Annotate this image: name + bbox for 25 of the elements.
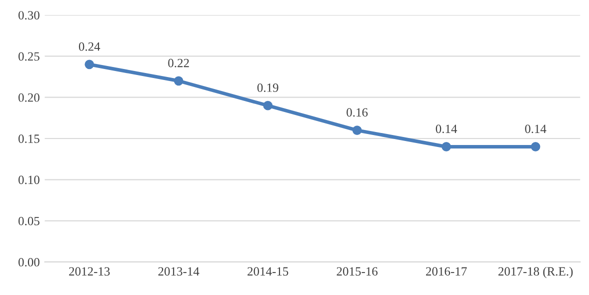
- y-tick-label: 0.25: [18, 52, 40, 61]
- x-tick-label: 2014-15: [248, 267, 288, 276]
- data-label: 0.22: [168, 58, 189, 68]
- x-tick-label: 2016-17: [426, 267, 467, 276]
- y-tick-label: 0.05: [18, 216, 40, 226]
- point: [442, 142, 451, 152]
- data-label: 0.16: [346, 108, 368, 117]
- data-label: 0.14: [436, 124, 458, 134]
- point: [84, 60, 94, 70]
- y-tick-label: 0.10: [18, 176, 40, 184]
- x-tick-label: 2013-14: [158, 267, 200, 276]
- point: [530, 142, 540, 152]
- y-tick-label: 0.20: [18, 93, 40, 102]
- data-label: 0.19: [257, 83, 278, 92]
- data-label: 0.24: [78, 42, 100, 51]
- point: [352, 126, 362, 135]
- x-tick-label: 2012-13: [69, 267, 110, 276]
- y-tick-label: 0.00: [18, 258, 40, 266]
- x-tick-label: 2015-16: [336, 267, 378, 276]
- point: [174, 76, 184, 86]
- x-tick-label: 2017-18 (R.E.): [498, 266, 573, 278]
- y-tick-label: 0.30: [18, 11, 40, 20]
- y-tick-label: 0.15: [18, 134, 40, 144]
- point: [263, 100, 273, 110]
- data-label: 0.14: [525, 124, 546, 134]
